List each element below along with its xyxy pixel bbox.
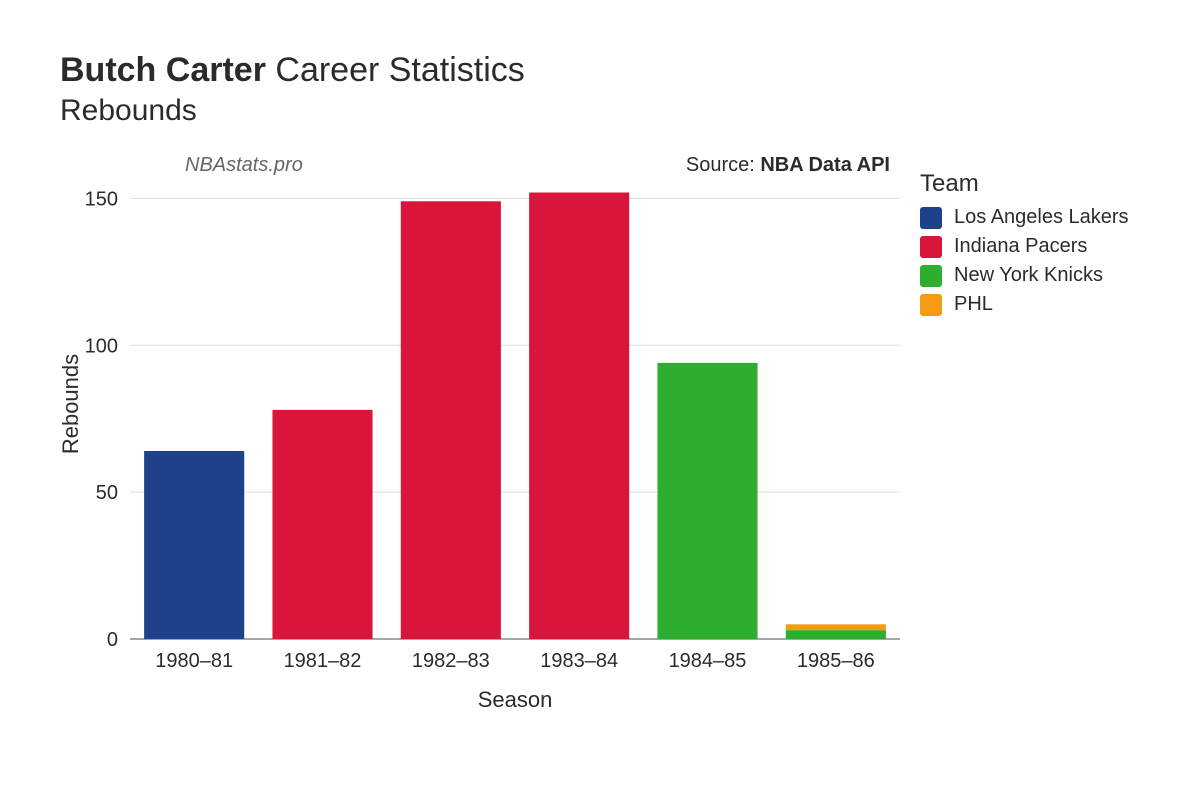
bar-segment <box>144 451 244 639</box>
legend-title: Team <box>920 170 1129 198</box>
legend-items: Los Angeles Lakers Indiana Pacers New York… <box>920 206 1129 316</box>
x-axis-label: Season <box>478 687 553 712</box>
legend-item: New York Knicks <box>920 264 1129 287</box>
legend-swatch <box>920 294 942 316</box>
y-tick-label: 100 <box>85 335 118 357</box>
x-tick-label: 1981–82 <box>284 650 362 672</box>
legend-label: PHL <box>954 293 993 316</box>
bar-segment <box>272 410 372 639</box>
bar-segment <box>529 192 629 639</box>
legend-swatch <box>920 207 942 229</box>
legend: Team Los Angeles Lakers Indiana Pacers New… <box>920 170 1129 322</box>
x-tick-label: 1980–81 <box>155 650 233 672</box>
x-tick-label: 1982–83 <box>412 650 490 672</box>
watermark-text: NBAstats.pro <box>185 154 303 176</box>
x-tick-label: 1983–84 <box>540 650 618 672</box>
legend-item: PHL <box>920 293 1129 316</box>
y-axis-label: Rebounds <box>58 354 83 454</box>
x-tick-label: 1985–86 <box>797 650 875 672</box>
legend-item: Indiana Pacers <box>920 235 1129 258</box>
title-suffix: Career Statistics <box>266 51 525 89</box>
legend-swatch <box>920 265 942 287</box>
legend-label: New York Knicks <box>954 264 1103 287</box>
y-tick-label: 0 <box>107 629 118 651</box>
bar-segment <box>786 624 886 630</box>
legend-label: Los Angeles Lakers <box>954 206 1129 229</box>
source-attribution: Source: NBA Data API <box>686 154 890 176</box>
page-root: Butch Carter Career Statistics Rebounds … <box>0 0 1200 800</box>
chart-subtitle: Rebounds <box>60 93 1160 129</box>
legend-label: Indiana Pacers <box>954 235 1087 258</box>
bar-segment <box>786 630 886 639</box>
y-tick-label: 50 <box>96 482 118 504</box>
y-tick-label: 150 <box>85 188 118 210</box>
legend-swatch <box>920 236 942 258</box>
title-block: Butch Carter Career Statistics Rebounds <box>60 50 1160 129</box>
legend-item: Los Angeles Lakers <box>920 206 1129 229</box>
title-player-name: Butch Carter <box>60 51 266 89</box>
x-tick-label: 1984–85 <box>669 650 747 672</box>
chart-title-line1: Butch Carter Career Statistics <box>60 50 1160 91</box>
bar-segment <box>401 201 501 639</box>
bar-segment <box>657 363 757 639</box>
